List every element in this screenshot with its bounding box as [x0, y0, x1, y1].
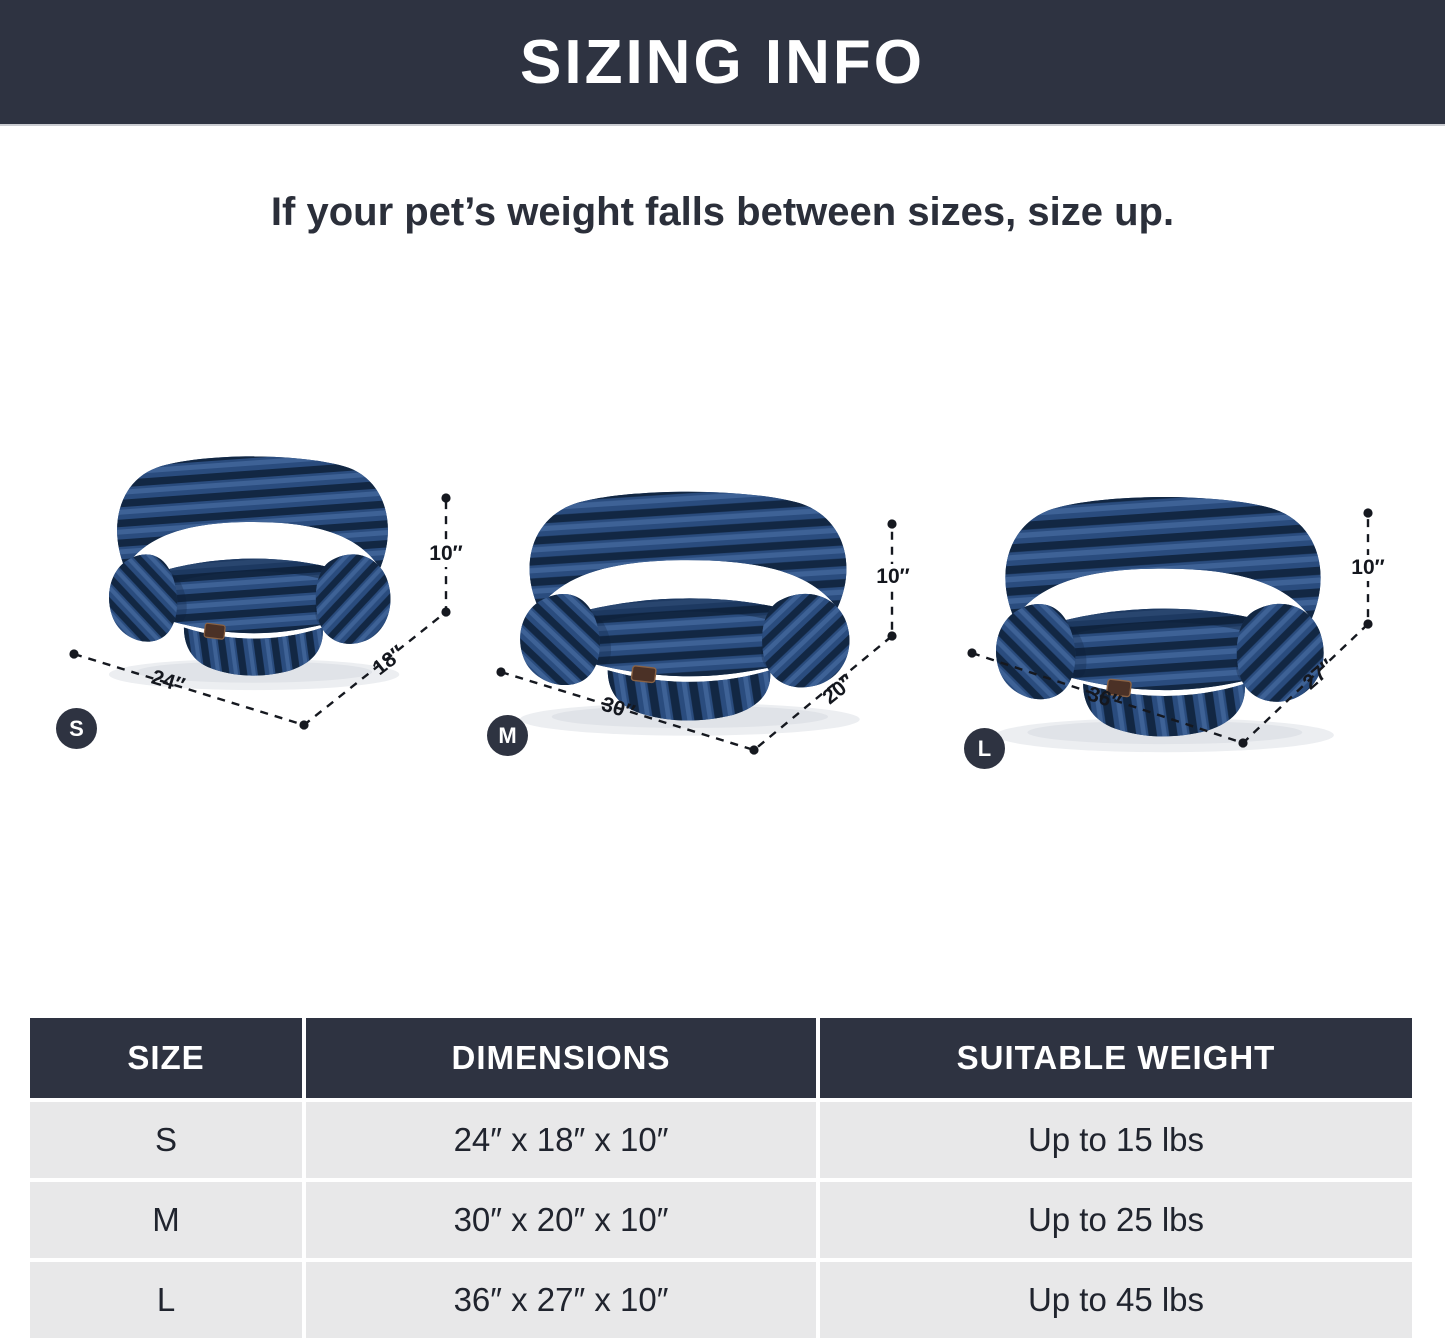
- height-label: 10″: [1346, 555, 1390, 581]
- couch-back: [529, 491, 847, 609]
- bed-diagram-m: 10″ 30″ 20″ M: [470, 420, 915, 790]
- row-s-dimensions: 24″ x 18″ x 10″: [306, 1102, 816, 1178]
- pet-couch-illustration: [520, 491, 860, 736]
- couch-left-arm: [520, 593, 600, 686]
- couch-right-arm: [315, 554, 391, 644]
- couch-right-arm: [762, 593, 850, 688]
- row-m-weight: Up to 25 lbs: [820, 1182, 1412, 1258]
- brand-tag: [203, 622, 226, 640]
- size-badge-s: S: [56, 708, 97, 749]
- row-s-size: S: [30, 1102, 302, 1178]
- column-header-weight: SUITABLE WEIGHT: [820, 1018, 1412, 1098]
- size-badge-l: L: [964, 728, 1005, 769]
- row-m-size: M: [30, 1182, 302, 1258]
- height-label: 10″: [424, 541, 468, 567]
- couch-back: [117, 456, 388, 569]
- couch-left-arm: [995, 603, 1076, 700]
- row-l-dimensions: 36″ x 27″ x 10″: [306, 1262, 816, 1338]
- sizing-table: SIZE DIMENSIONS SUITABLE WEIGHT S 24″ x …: [30, 1018, 1412, 1338]
- couch-left-arm: [109, 554, 178, 642]
- sizing-note: If your pet’s weight falls between sizes…: [270, 190, 1175, 234]
- bed-diagram-l: 10″ 36″ 27″ L: [930, 420, 1400, 790]
- size-badge-m: M: [487, 715, 528, 756]
- row-l-size: L: [30, 1262, 302, 1338]
- brand-tag: [630, 665, 657, 684]
- row-l-weight: Up to 45 lbs: [820, 1262, 1412, 1338]
- bed-diagram-s: 10″ 24″ 18″ S: [40, 420, 470, 790]
- couch-back: [1005, 497, 1321, 619]
- page-banner: SIZING INFO: [0, 0, 1445, 126]
- pet-couch-illustration: [995, 497, 1334, 753]
- column-header-dimensions: DIMENSIONS: [306, 1018, 816, 1098]
- height-label: 10″: [871, 564, 915, 590]
- row-s-weight: Up to 15 lbs: [820, 1102, 1412, 1178]
- row-m-dimensions: 30″ x 20″ x 10″: [306, 1182, 816, 1258]
- banner-title: SIZING INFO: [520, 27, 925, 97]
- column-header-size: SIZE: [30, 1018, 302, 1098]
